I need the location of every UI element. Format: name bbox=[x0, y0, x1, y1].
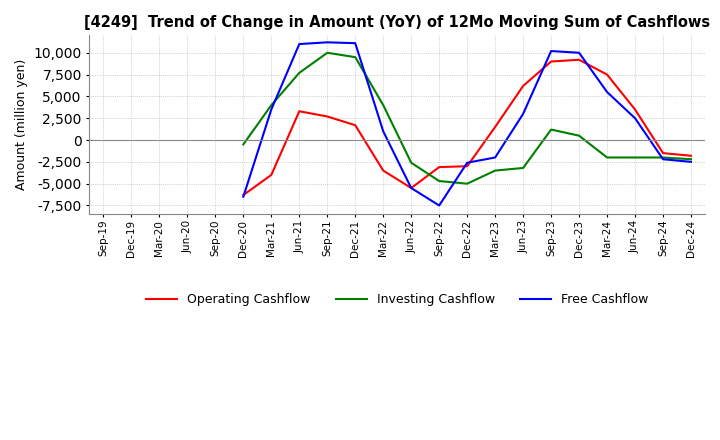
Operating Cashflow bbox=[491, 125, 500, 130]
Investing Cashflow bbox=[267, 103, 276, 108]
Investing Cashflow bbox=[463, 181, 472, 186]
Investing Cashflow bbox=[407, 160, 415, 165]
Investing Cashflow bbox=[687, 157, 696, 162]
Free Cashflow bbox=[546, 48, 555, 54]
Operating Cashflow bbox=[659, 150, 667, 156]
Investing Cashflow bbox=[351, 55, 359, 60]
Investing Cashflow bbox=[546, 127, 555, 132]
Free Cashflow bbox=[659, 157, 667, 162]
Investing Cashflow bbox=[491, 168, 500, 173]
Free Cashflow bbox=[687, 159, 696, 165]
Operating Cashflow bbox=[603, 72, 611, 77]
Free Cashflow bbox=[239, 194, 248, 199]
Operating Cashflow bbox=[519, 83, 528, 88]
Investing Cashflow bbox=[603, 155, 611, 160]
Free Cashflow bbox=[267, 107, 276, 112]
Free Cashflow bbox=[603, 89, 611, 95]
Operating Cashflow bbox=[575, 57, 583, 62]
Free Cashflow bbox=[295, 41, 304, 47]
Investing Cashflow bbox=[575, 133, 583, 138]
Free Cashflow bbox=[379, 128, 387, 134]
Operating Cashflow bbox=[239, 192, 248, 198]
Line: Operating Cashflow: Operating Cashflow bbox=[243, 60, 691, 195]
Investing Cashflow bbox=[435, 178, 444, 183]
Operating Cashflow bbox=[463, 164, 472, 169]
Operating Cashflow bbox=[546, 59, 555, 64]
Free Cashflow bbox=[463, 160, 472, 165]
Operating Cashflow bbox=[687, 153, 696, 158]
Legend: Operating Cashflow, Investing Cashflow, Free Cashflow: Operating Cashflow, Investing Cashflow, … bbox=[141, 289, 654, 312]
Investing Cashflow bbox=[659, 155, 667, 160]
Free Cashflow bbox=[575, 50, 583, 55]
Operating Cashflow bbox=[407, 185, 415, 191]
Operating Cashflow bbox=[379, 168, 387, 173]
Free Cashflow bbox=[407, 185, 415, 191]
Free Cashflow bbox=[631, 116, 639, 121]
Free Cashflow bbox=[351, 40, 359, 46]
Operating Cashflow bbox=[295, 109, 304, 114]
Title: [4249]  Trend of Change in Amount (YoY) of 12Mo Moving Sum of Cashflows: [4249] Trend of Change in Amount (YoY) o… bbox=[84, 15, 711, 30]
Free Cashflow bbox=[491, 155, 500, 160]
Operating Cashflow bbox=[323, 114, 332, 119]
Free Cashflow bbox=[519, 111, 528, 117]
Y-axis label: Amount (million yen): Amount (million yen) bbox=[15, 59, 28, 191]
Investing Cashflow bbox=[379, 103, 387, 108]
Free Cashflow bbox=[323, 40, 332, 45]
Line: Free Cashflow: Free Cashflow bbox=[243, 42, 691, 205]
Investing Cashflow bbox=[631, 155, 639, 160]
Investing Cashflow bbox=[295, 70, 304, 76]
Free Cashflow bbox=[435, 203, 444, 208]
Investing Cashflow bbox=[239, 142, 248, 147]
Investing Cashflow bbox=[323, 50, 332, 55]
Operating Cashflow bbox=[435, 165, 444, 170]
Investing Cashflow bbox=[519, 165, 528, 171]
Operating Cashflow bbox=[351, 123, 359, 128]
Line: Investing Cashflow: Investing Cashflow bbox=[243, 53, 691, 183]
Operating Cashflow bbox=[631, 107, 639, 112]
Operating Cashflow bbox=[267, 172, 276, 178]
